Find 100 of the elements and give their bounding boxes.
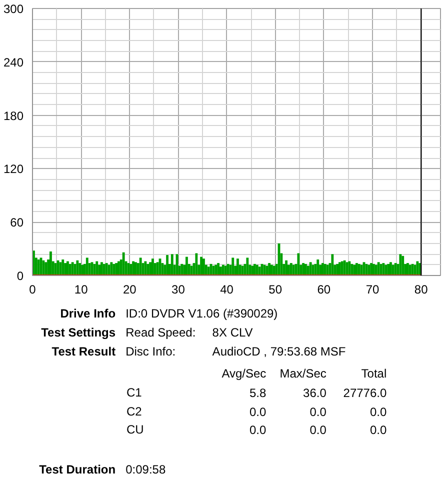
bar	[222, 264, 224, 276]
text: Drive Info	[60, 306, 116, 320]
text: 0.0	[370, 405, 387, 419]
text: Test Result	[52, 344, 116, 358]
bar	[212, 266, 215, 276]
x-tick-label: 80	[414, 282, 428, 296]
bar	[180, 264, 184, 276]
bar	[44, 262, 48, 276]
y-tick-label: 180	[3, 108, 24, 123]
bar	[302, 263, 304, 276]
bar	[71, 262, 74, 276]
bar	[102, 264, 106, 276]
bar	[314, 264, 317, 276]
bar	[290, 263, 292, 276]
bar	[324, 264, 326, 276]
bar	[368, 264, 370, 276]
bar	[156, 262, 159, 276]
text: C2	[126, 404, 142, 418]
bar	[62, 259, 64, 276]
bar	[224, 266, 227, 276]
y-tick-label: 120	[3, 162, 24, 176]
bar	[268, 263, 270, 276]
x-tick-label: 40	[220, 282, 234, 296]
bar	[217, 263, 220, 276]
bar	[236, 258, 239, 276]
bar	[258, 266, 261, 276]
bar	[408, 264, 412, 276]
bar	[78, 263, 82, 276]
bar	[186, 256, 188, 276]
text: 5.8	[249, 386, 266, 400]
bar	[170, 254, 174, 276]
x-tick-label: 20	[122, 282, 137, 296]
bar	[365, 264, 368, 276]
bar	[42, 260, 45, 276]
bar	[336, 264, 338, 276]
x-tick-label: 60	[317, 282, 331, 296]
bar	[115, 263, 118, 276]
bar	[152, 258, 154, 276]
bar	[340, 261, 344, 276]
bar	[343, 260, 346, 276]
bar	[68, 264, 72, 276]
bar	[110, 262, 113, 276]
bar	[387, 264, 390, 276]
bar	[353, 264, 356, 276]
text: 8X CLV	[212, 326, 253, 340]
bar	[112, 264, 116, 276]
text: 27776.0	[343, 386, 387, 400]
bar	[266, 266, 268, 276]
x-tick-label: 30	[172, 282, 186, 296]
text: Disc Info:	[126, 344, 176, 358]
bar	[195, 253, 198, 276]
bar	[331, 254, 334, 276]
text: CU	[126, 422, 144, 436]
bar	[402, 256, 404, 276]
text: 0.0	[310, 405, 327, 419]
x-tick-label: 50	[268, 282, 282, 296]
y-tick-label: 0	[16, 269, 24, 283]
text: 0.0	[249, 423, 266, 437]
bar	[416, 261, 419, 276]
bar	[377, 262, 380, 276]
bar	[411, 264, 414, 276]
bar	[144, 261, 147, 276]
x-tick-label: 10	[74, 282, 88, 296]
text: Test Duration	[39, 462, 116, 476]
x-tick-label: 0	[29, 282, 36, 296]
bar	[130, 264, 132, 276]
bar	[392, 264, 394, 276]
text: Test Settings	[41, 326, 116, 340]
bar	[316, 259, 320, 276]
bar	[384, 264, 388, 276]
bar	[122, 252, 125, 276]
bar	[86, 258, 88, 276]
bar	[272, 266, 276, 276]
bar	[98, 264, 100, 276]
bar	[292, 264, 295, 276]
text: 0.0	[370, 423, 387, 437]
bar	[309, 262, 312, 276]
bar	[350, 264, 354, 276]
bar	[360, 264, 363, 276]
text: Total	[361, 366, 387, 380]
bar	[326, 264, 329, 276]
bar	[254, 264, 256, 276]
bar	[127, 263, 130, 276]
bar	[146, 264, 150, 276]
bar	[263, 264, 266, 276]
text: 0:09:58	[126, 462, 166, 476]
bar	[374, 264, 378, 276]
bar	[241, 266, 244, 276]
y-tick-label: 240	[3, 55, 24, 70]
bar	[214, 264, 218, 276]
bar	[105, 263, 108, 276]
bar	[76, 260, 79, 276]
bar	[166, 255, 168, 276]
bar	[232, 258, 234, 276]
y-tick-label: 60	[10, 216, 24, 230]
bar	[50, 251, 52, 276]
bar	[370, 263, 372, 276]
bar	[54, 263, 57, 276]
text: ID:0 DVDR V1.06 (#390029)	[126, 306, 278, 320]
bar	[132, 261, 134, 276]
